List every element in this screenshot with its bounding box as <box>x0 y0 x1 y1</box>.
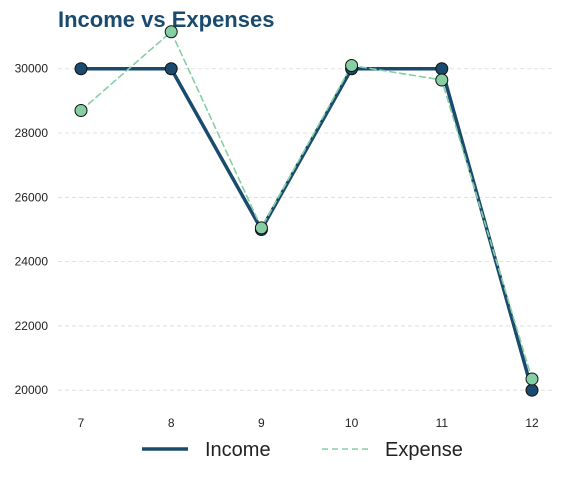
data-point-expense <box>254 221 268 235</box>
y-tick-label: 30000 <box>15 62 49 76</box>
x-tick-label: 12 <box>525 416 539 430</box>
legend-label-income: Income <box>205 439 271 461</box>
data-point-expense <box>164 25 178 39</box>
data-point-expense <box>345 59 359 73</box>
x-tick-label: 11 <box>436 416 449 430</box>
legend: Income Expense <box>142 439 463 461</box>
data-point-expense <box>74 104 88 118</box>
data-point-expense <box>435 73 449 87</box>
y-tick-label: 28000 <box>15 126 49 140</box>
data-point-income <box>74 62 88 76</box>
series-line-income <box>79 66 534 392</box>
y-axis-ticks: 20000 22000 24000 26000 28000 30000 <box>15 62 49 397</box>
data-point-expense <box>525 372 539 386</box>
x-tick-label: 9 <box>258 416 265 430</box>
y-tick-label: 26000 <box>15 190 49 204</box>
x-axis-ticks: 7 8 9 10 11 12 <box>78 416 539 430</box>
data-point-income <box>164 62 178 76</box>
y-tick-label: 24000 <box>15 255 49 269</box>
data-point-income <box>525 383 539 397</box>
series-lines <box>74 25 539 397</box>
x-tick-label: 10 <box>345 416 359 430</box>
data-point-income <box>435 62 449 76</box>
series-line-expense <box>80 30 533 380</box>
y-tick-label: 22000 <box>15 319 49 333</box>
y-tick-label: 20000 <box>15 383 49 397</box>
grid-lines <box>58 68 552 391</box>
x-tick-label: 8 <box>168 416 175 430</box>
legend-label-expense: Expense <box>385 439 463 461</box>
x-tick-label: 7 <box>78 416 85 430</box>
